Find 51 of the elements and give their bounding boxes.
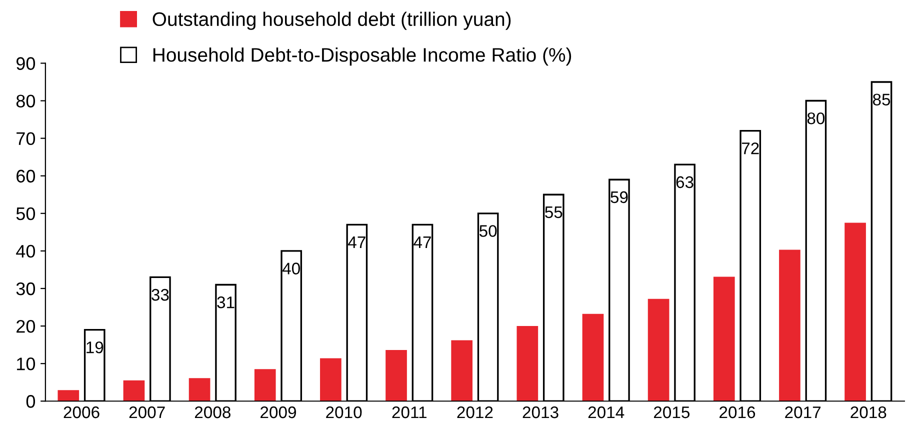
bar xyxy=(386,350,407,402)
bar xyxy=(779,250,800,402)
data-label: 80 xyxy=(807,112,825,124)
x-tick-label: 2009 xyxy=(260,406,296,418)
data-label: 33 xyxy=(152,288,169,301)
x-tick-label: 2010 xyxy=(326,406,362,418)
bar xyxy=(58,390,80,402)
x-tick-label: 2006 xyxy=(64,406,100,418)
data-label: 50 xyxy=(479,225,497,237)
y-tick-label: 30 xyxy=(16,282,36,296)
bar xyxy=(188,378,210,402)
data-label: 55 xyxy=(545,206,562,218)
x-tick-label: 2015 xyxy=(654,406,690,418)
x-tick-label: 2011 xyxy=(392,406,426,418)
bar xyxy=(713,276,735,402)
x-tick-label: 2017 xyxy=(785,406,821,418)
x-tick-label: 2008 xyxy=(194,406,230,418)
data-label: 63 xyxy=(676,176,694,188)
legend-label: Outstanding household debt (trillion yuan) xyxy=(152,12,511,30)
bar xyxy=(451,340,473,402)
x-tick-label: 2016 xyxy=(720,406,756,418)
legend-label: Household Debt-to-Disposable Income Ratio (%) xyxy=(153,48,572,66)
y-tick-label: 70 xyxy=(16,132,36,146)
bar xyxy=(844,222,866,402)
data-label: 59 xyxy=(610,191,628,204)
data-label: 31 xyxy=(217,296,234,308)
x-tick-label: 2018 xyxy=(850,406,886,418)
x-tick-label: 2014 xyxy=(588,406,624,418)
y-tick-label: 40 xyxy=(16,244,36,258)
x-tick-label: 2013 xyxy=(522,406,558,418)
y-tick-label: 20 xyxy=(16,320,36,333)
y-tick-label: 50 xyxy=(16,207,36,220)
bar xyxy=(320,358,342,402)
y-tick-label: 90 xyxy=(16,57,36,70)
y-tick-label: 0 xyxy=(26,395,36,408)
y-tick-label: 10 xyxy=(17,358,36,370)
bar xyxy=(582,314,604,402)
data-label: 72 xyxy=(742,142,759,154)
y-tick-label: 80 xyxy=(16,94,36,108)
bar xyxy=(123,380,145,402)
data-label: 85 xyxy=(872,94,890,106)
data-label: 47 xyxy=(414,236,431,248)
bar xyxy=(254,369,276,402)
bar xyxy=(516,326,538,402)
bar xyxy=(648,298,670,402)
data-label: 19 xyxy=(86,341,104,354)
x-tick-label: 2007 xyxy=(129,406,165,418)
y-tick-label: 60 xyxy=(16,170,36,183)
data-label: 40 xyxy=(282,262,300,274)
data-label: 47 xyxy=(348,236,366,248)
x-tick-label: 2012 xyxy=(457,406,493,418)
